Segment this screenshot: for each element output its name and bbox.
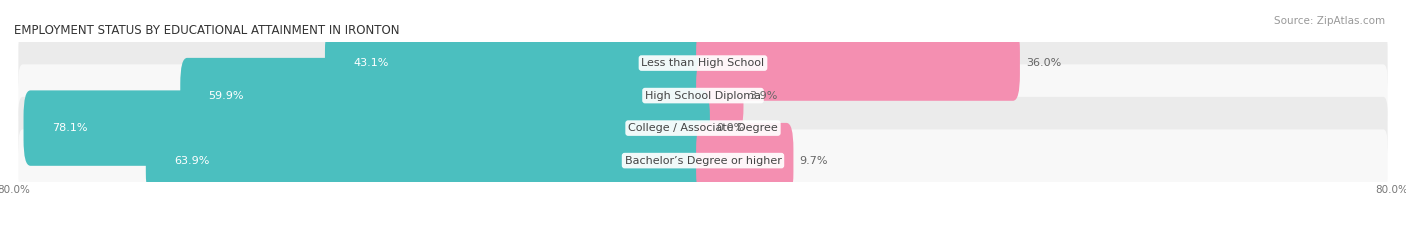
Text: 3.9%: 3.9% [749,91,778,101]
FancyBboxPatch shape [696,25,1019,101]
Text: College / Associate Degree: College / Associate Degree [628,123,778,133]
Text: Bachelor’s Degree or higher: Bachelor’s Degree or higher [624,156,782,166]
Text: High School Diploma: High School Diploma [645,91,761,101]
FancyBboxPatch shape [146,123,710,198]
Text: 36.0%: 36.0% [1026,58,1062,68]
Text: EMPLOYMENT STATUS BY EDUCATIONAL ATTAINMENT IN IRONTON: EMPLOYMENT STATUS BY EDUCATIONAL ATTAINM… [14,24,399,37]
Text: 9.7%: 9.7% [800,156,828,166]
Text: 43.1%: 43.1% [353,58,388,68]
FancyBboxPatch shape [18,97,1388,159]
FancyBboxPatch shape [180,58,710,133]
Legend: In Labor Force, Unemployed: In Labor Force, Unemployed [598,230,808,233]
Text: 59.9%: 59.9% [208,91,245,101]
FancyBboxPatch shape [325,25,710,101]
Text: 63.9%: 63.9% [174,156,209,166]
Text: 78.1%: 78.1% [52,123,87,133]
FancyBboxPatch shape [18,64,1388,127]
FancyBboxPatch shape [18,129,1388,192]
FancyBboxPatch shape [696,58,744,133]
FancyBboxPatch shape [24,90,710,166]
Text: Less than High School: Less than High School [641,58,765,68]
Text: 0.0%: 0.0% [716,123,744,133]
Text: Source: ZipAtlas.com: Source: ZipAtlas.com [1274,16,1385,26]
FancyBboxPatch shape [696,123,793,198]
FancyBboxPatch shape [18,32,1388,94]
